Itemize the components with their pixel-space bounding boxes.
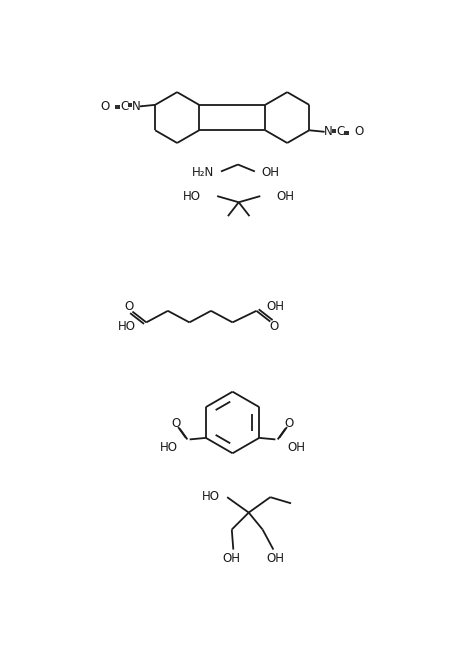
Text: O: O bbox=[171, 417, 180, 430]
Text: OH: OH bbox=[276, 189, 294, 203]
Text: O: O bbox=[355, 125, 364, 138]
Text: HO: HO bbox=[183, 189, 201, 203]
Text: O: O bbox=[284, 417, 294, 430]
Text: C: C bbox=[336, 125, 344, 138]
Text: H₂N: H₂N bbox=[192, 166, 214, 179]
Text: HO: HO bbox=[202, 490, 220, 503]
Text: OH: OH bbox=[222, 552, 240, 565]
Text: O: O bbox=[101, 100, 110, 113]
Text: N: N bbox=[324, 125, 333, 138]
Text: HO: HO bbox=[160, 441, 178, 453]
Text: OH: OH bbox=[262, 166, 280, 179]
Text: OH: OH bbox=[266, 300, 284, 313]
Text: C: C bbox=[120, 100, 129, 113]
Text: HO: HO bbox=[118, 320, 136, 333]
Text: N: N bbox=[131, 100, 140, 113]
Text: OH: OH bbox=[267, 552, 284, 565]
Text: O: O bbox=[124, 300, 133, 313]
Text: O: O bbox=[270, 320, 279, 333]
Text: OH: OH bbox=[287, 441, 305, 453]
